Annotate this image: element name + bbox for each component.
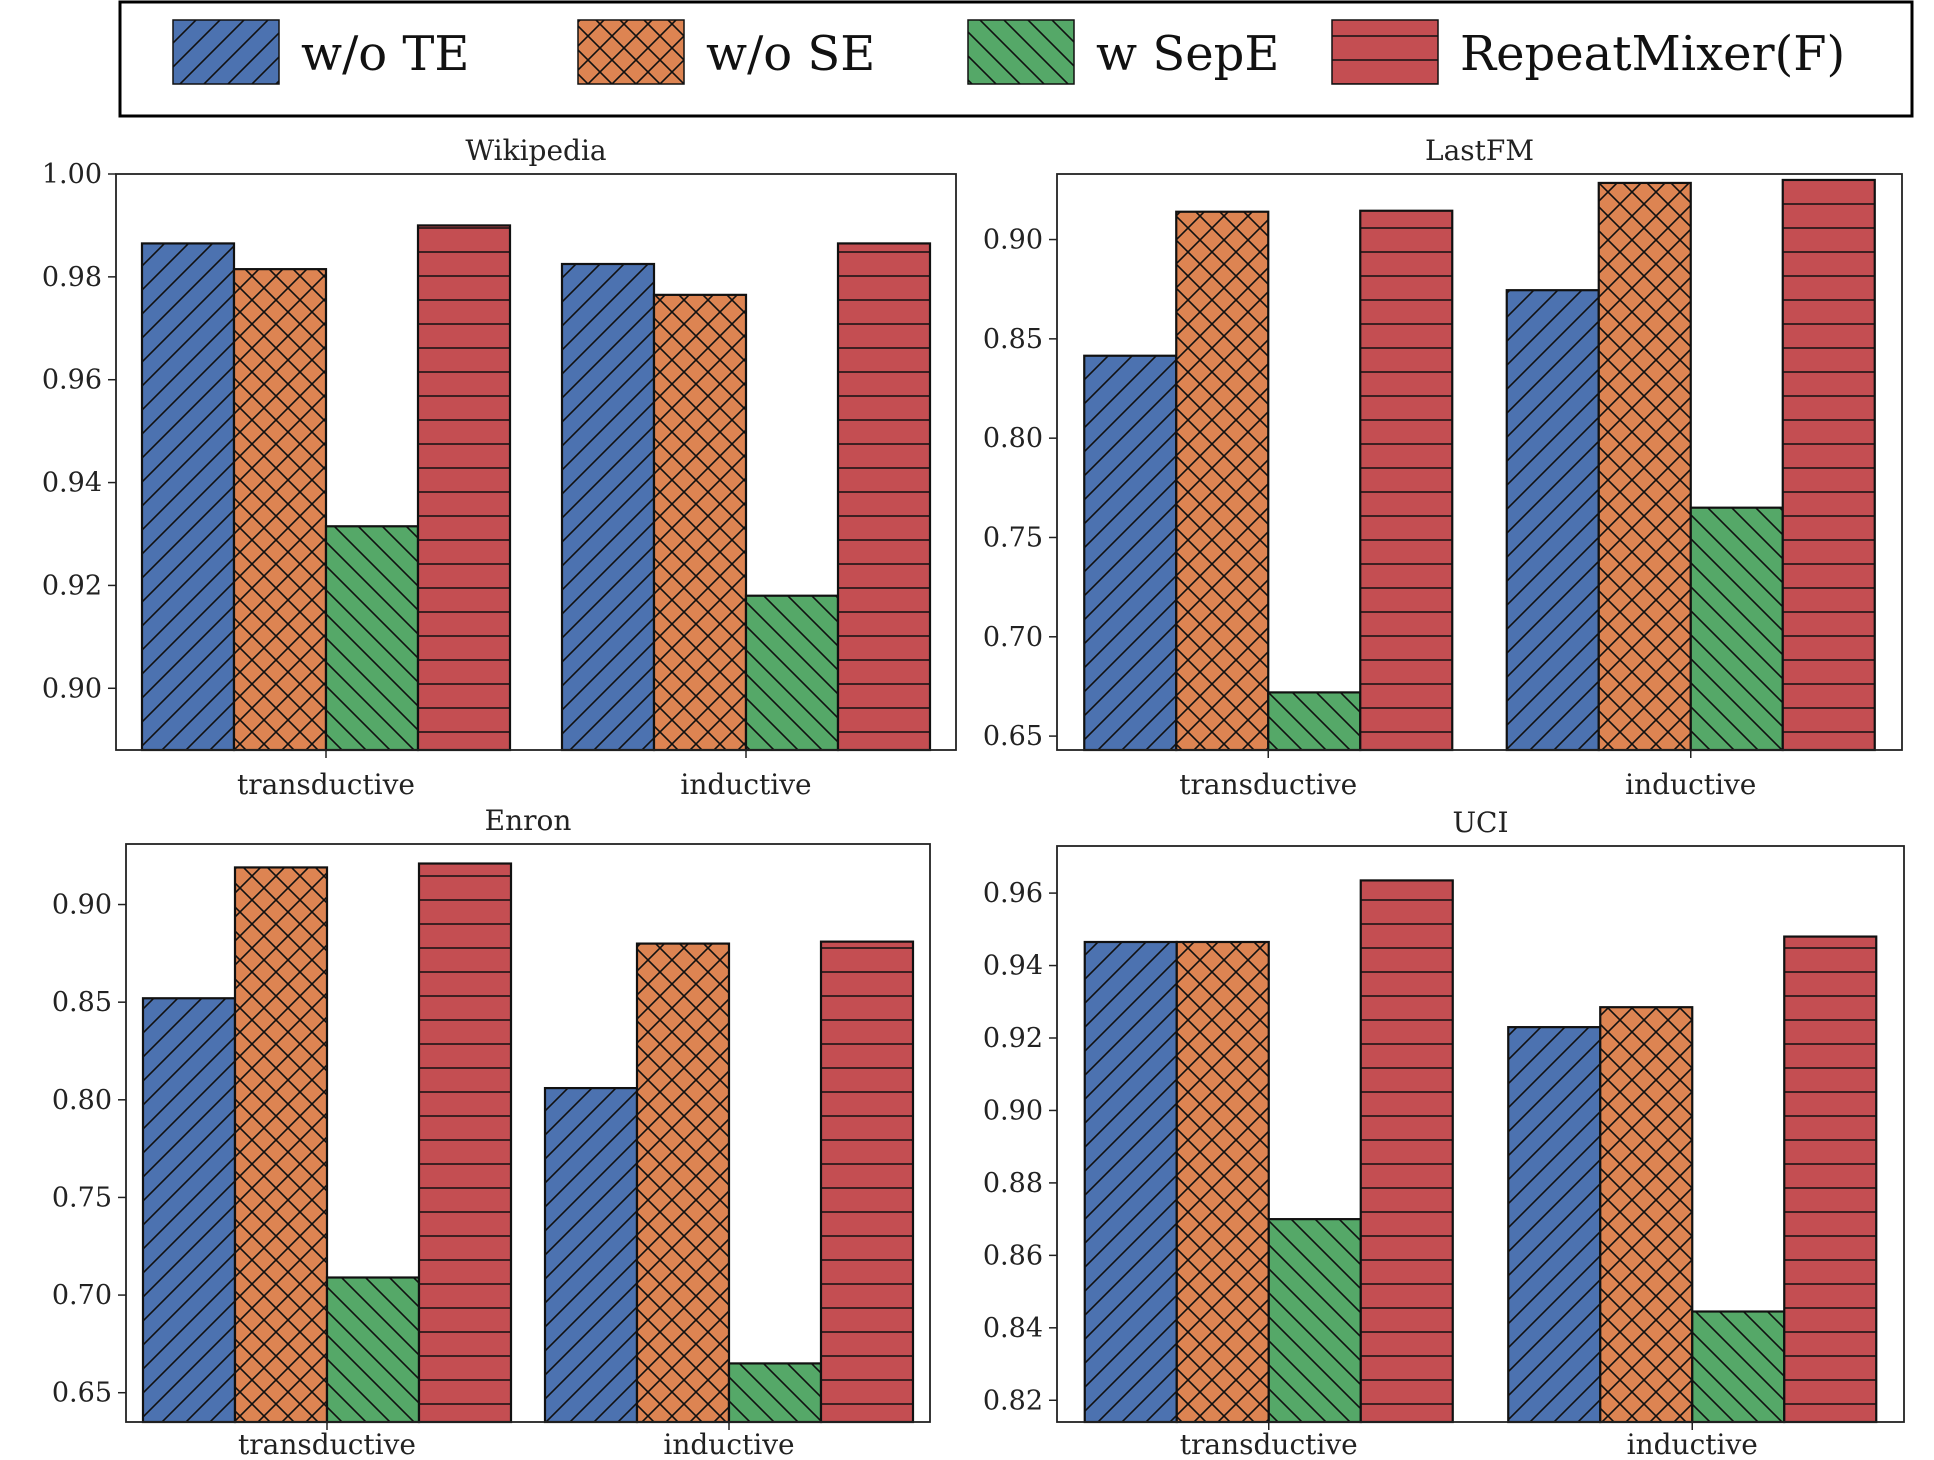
legend-swatch-w-sepe <box>967 19 1075 85</box>
bar-enron-transductive-w-o-se <box>233 866 329 1424</box>
y-tick-label-enron-0-80: 0.80 <box>52 1085 112 1116</box>
bar-wikipedia-transductive-w-o-te <box>140 242 236 752</box>
bar-wikipedia-transductive-w-o-se <box>232 268 328 752</box>
panel-title-wikipedia: Wikipedia <box>465 134 606 167</box>
bar-enron-transductive-w-sepe <box>325 1276 421 1424</box>
legend-item-w-sepe: w SepE <box>967 19 1279 85</box>
y-tick-label-lastfm-0-70: 0.70 <box>983 622 1043 653</box>
legend-label-w-sepe: w SepE <box>1096 26 1279 82</box>
y-tick-label-lastfm-0-90: 0.90 <box>983 225 1043 256</box>
y-tick-label-enron-0-70: 0.70 <box>52 1280 112 1311</box>
legend-swatch-w-o-se <box>577 19 685 85</box>
bar-uci-transductive-w-o-se <box>1175 940 1270 1424</box>
y-tick-label-wikipedia-0-92: 0.92 <box>42 570 102 601</box>
bar-enron-transductive-w-o-te <box>141 997 237 1424</box>
axes-frame-uci <box>1056 845 1905 1423</box>
bar-uci-inductive-w-o-te <box>1507 1026 1602 1424</box>
legend-label-w-o-se: w/o SE <box>706 26 875 82</box>
panel-lastfm: LastFM transductive inductive 0.65 0.70 0.75 0… <box>983 134 1903 801</box>
axes-frame-lastfm <box>1056 173 1903 751</box>
y-tick-label-wikipedia-0-98: 0.98 <box>42 262 102 293</box>
x-tick-label-uci-transductive: transductive <box>1180 1428 1358 1460</box>
panel-wikipedia: Wikipedia transductive inductive 0.90 0.92 0.… <box>42 134 957 801</box>
y-tick-label-wikipedia-0-90: 0.90 <box>42 673 102 704</box>
y-tick-label-lastfm-0-65: 0.65 <box>983 721 1043 752</box>
bar-wikipedia-inductive-repeatmixer-f <box>836 242 932 752</box>
y-tick-label-lastfm-0-75: 0.75 <box>983 522 1043 553</box>
bar-uci-inductive-repeatmixer-f <box>1783 935 1878 1424</box>
bar-lastfm-inductive-w-o-te <box>1505 289 1600 752</box>
legend-swatch-w-o-te <box>172 19 280 85</box>
y-tick-label-enron-0-85: 0.85 <box>52 987 112 1018</box>
legend-label-repeatmixer-f: RepeatMixer(F) <box>1460 26 1845 82</box>
bar-enron-inductive-w-o-te <box>543 1086 639 1424</box>
x-tick-label-lastfm-inductive: inductive <box>1625 768 1756 801</box>
panel-title-lastfm: LastFM <box>1425 134 1534 167</box>
bar-uci-inductive-w-o-se <box>1599 1006 1694 1424</box>
x-tick-label-enron-transductive: transductive <box>238 1428 416 1460</box>
y-tick-label-uci-0-88: 0.88 <box>983 1168 1043 1199</box>
y-tick-label-uci-0-86: 0.86 <box>983 1240 1043 1271</box>
bar-enron-transductive-repeatmixer-f <box>417 862 513 1424</box>
y-tick-label-uci-0-92: 0.92 <box>983 1023 1043 1054</box>
axes-frame-enron <box>125 843 931 1423</box>
y-tick-label-enron-0-65: 0.65 <box>52 1378 112 1409</box>
panel-uci: UCI transductive inductive 0.82 0.84 0.86 0.88… <box>983 806 1905 1460</box>
legend-label-w-o-te: w/o TE <box>301 26 469 82</box>
x-tick-label-uci-inductive: inductive <box>1627 1428 1758 1460</box>
x-tick-label-enron-inductive: inductive <box>663 1428 794 1460</box>
bar-lastfm-transductive-w-o-te <box>1083 354 1178 752</box>
legend-item-w-o-te: w/o TE <box>172 19 469 85</box>
y-tick-label-wikipedia-1-00: 1.00 <box>42 159 102 190</box>
y-tick-label-uci-0-90: 0.90 <box>983 1095 1043 1126</box>
y-tick-label-enron-0-75: 0.75 <box>52 1182 112 1213</box>
y-tick-label-enron-0-90: 0.90 <box>52 890 112 921</box>
bar-lastfm-transductive-repeatmixer-f <box>1359 209 1454 752</box>
y-tick-label-lastfm-0-80: 0.80 <box>983 423 1043 454</box>
y-tick-label-uci-0-96: 0.96 <box>983 878 1043 909</box>
bar-lastfm-inductive-w-sepe <box>1689 506 1784 752</box>
axes-frame-wikipedia <box>115 173 957 751</box>
bar-wikipedia-inductive-w-o-te <box>560 262 656 752</box>
bar-wikipedia-transductive-w-sepe <box>324 525 420 752</box>
bar-wikipedia-inductive-w-o-se <box>652 293 748 752</box>
bar-wikipedia-transductive-repeatmixer-f <box>416 224 512 752</box>
bar-enron-inductive-w-o-se <box>635 942 731 1424</box>
chart-legend: w/o TE w/o SE w SepE RepeatMixer(F) <box>118 0 1914 118</box>
bar-wikipedia-inductive-w-sepe <box>744 594 840 752</box>
y-tick-label-wikipedia-0-96: 0.96 <box>42 365 102 396</box>
y-tick-label-uci-0-82: 0.82 <box>983 1385 1043 1416</box>
bar-lastfm-inductive-repeatmixer-f <box>1781 178 1876 752</box>
bar-uci-transductive-repeatmixer-f <box>1359 879 1454 1424</box>
y-tick-label-wikipedia-0-94: 0.94 <box>42 468 102 499</box>
bar-enron-inductive-w-sepe <box>727 1362 823 1424</box>
bar-lastfm-transductive-w-sepe <box>1267 691 1362 752</box>
bar-uci-transductive-w-o-te <box>1083 940 1178 1424</box>
panel-title-uci: UCI <box>1452 806 1508 839</box>
y-tick-label-lastfm-0-85: 0.85 <box>983 324 1043 355</box>
x-tick-label-wikipedia-transductive: transductive <box>237 768 415 801</box>
bar-lastfm-inductive-w-o-se <box>1597 181 1692 752</box>
panel-title-enron: Enron <box>485 804 572 837</box>
y-tick-label-uci-0-94: 0.94 <box>983 951 1043 982</box>
bar-uci-transductive-w-sepe <box>1267 1218 1362 1424</box>
bar-lastfm-transductive-w-o-se <box>1175 210 1270 752</box>
y-tick-label-uci-0-84: 0.84 <box>983 1313 1043 1344</box>
bar-enron-inductive-repeatmixer-f <box>819 940 915 1424</box>
panel-enron: Enron transductive inductive 0.65 0.70 0.75 0.… <box>52 804 931 1460</box>
legend-item-w-o-se: w/o SE <box>577 19 875 85</box>
x-tick-label-wikipedia-inductive: inductive <box>680 768 811 801</box>
x-tick-label-lastfm-transductive: transductive <box>1179 768 1357 801</box>
legend-item-repeatmixer-f: RepeatMixer(F) <box>1331 19 1845 85</box>
bar-uci-inductive-w-sepe <box>1691 1310 1786 1424</box>
legend-swatch-repeatmixer-f <box>1331 19 1439 85</box>
